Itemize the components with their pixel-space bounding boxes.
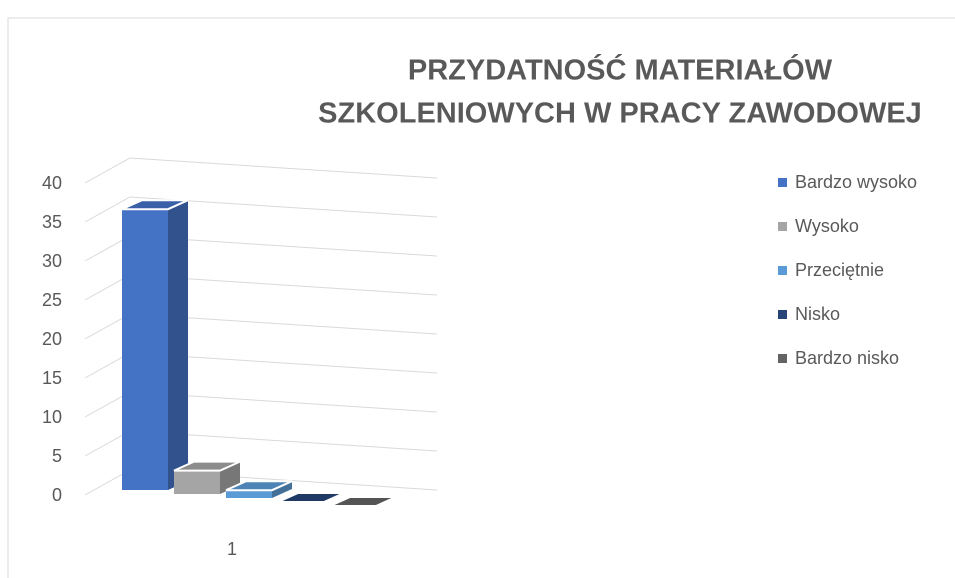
bar-side bbox=[272, 481, 292, 498]
legend-swatch bbox=[778, 222, 787, 231]
bar-top bbox=[329, 496, 397, 507]
y-tick-label: 0 bbox=[52, 485, 62, 505]
y-tick-label: 15 bbox=[42, 368, 62, 388]
legend-label: Nisko bbox=[795, 304, 840, 324]
bar-top bbox=[277, 492, 345, 503]
bar bbox=[174, 470, 220, 494]
legend-swatch bbox=[778, 266, 787, 275]
y-tick-label: 20 bbox=[42, 329, 62, 349]
bar-top bbox=[225, 480, 293, 492]
x-tick-label: 1 bbox=[227, 539, 237, 559]
legend-swatch bbox=[778, 310, 787, 319]
bar-side bbox=[168, 200, 188, 490]
legend-swatch bbox=[778, 178, 787, 187]
legend-label: Przeciętnie bbox=[795, 260, 884, 280]
legend-swatch bbox=[778, 354, 787, 363]
legend-label: Wysoko bbox=[795, 216, 859, 236]
grid-line bbox=[84, 196, 438, 223]
grid-line bbox=[84, 157, 438, 184]
bar bbox=[122, 209, 168, 490]
chart-title: PRZYDATNOŚĆ MATERIAŁÓW bbox=[408, 53, 833, 87]
chart-title: SZKOLENIOWYCH W PRACY ZAWODOWEJ bbox=[318, 98, 922, 130]
legend-label: Bardzo nisko bbox=[795, 348, 899, 368]
y-tick-label: 40 bbox=[42, 173, 62, 193]
y-tick-label: 35 bbox=[42, 212, 62, 232]
y-tick-label: 25 bbox=[42, 290, 62, 310]
y-tick-label: 10 bbox=[42, 407, 62, 427]
y-tick-label: 30 bbox=[42, 251, 62, 271]
bar-top bbox=[173, 460, 241, 472]
y-tick-label: 5 bbox=[52, 446, 62, 466]
bar bbox=[226, 490, 272, 498]
legend-label: Bardzo wysoko bbox=[795, 172, 917, 192]
bar-top bbox=[121, 199, 189, 211]
